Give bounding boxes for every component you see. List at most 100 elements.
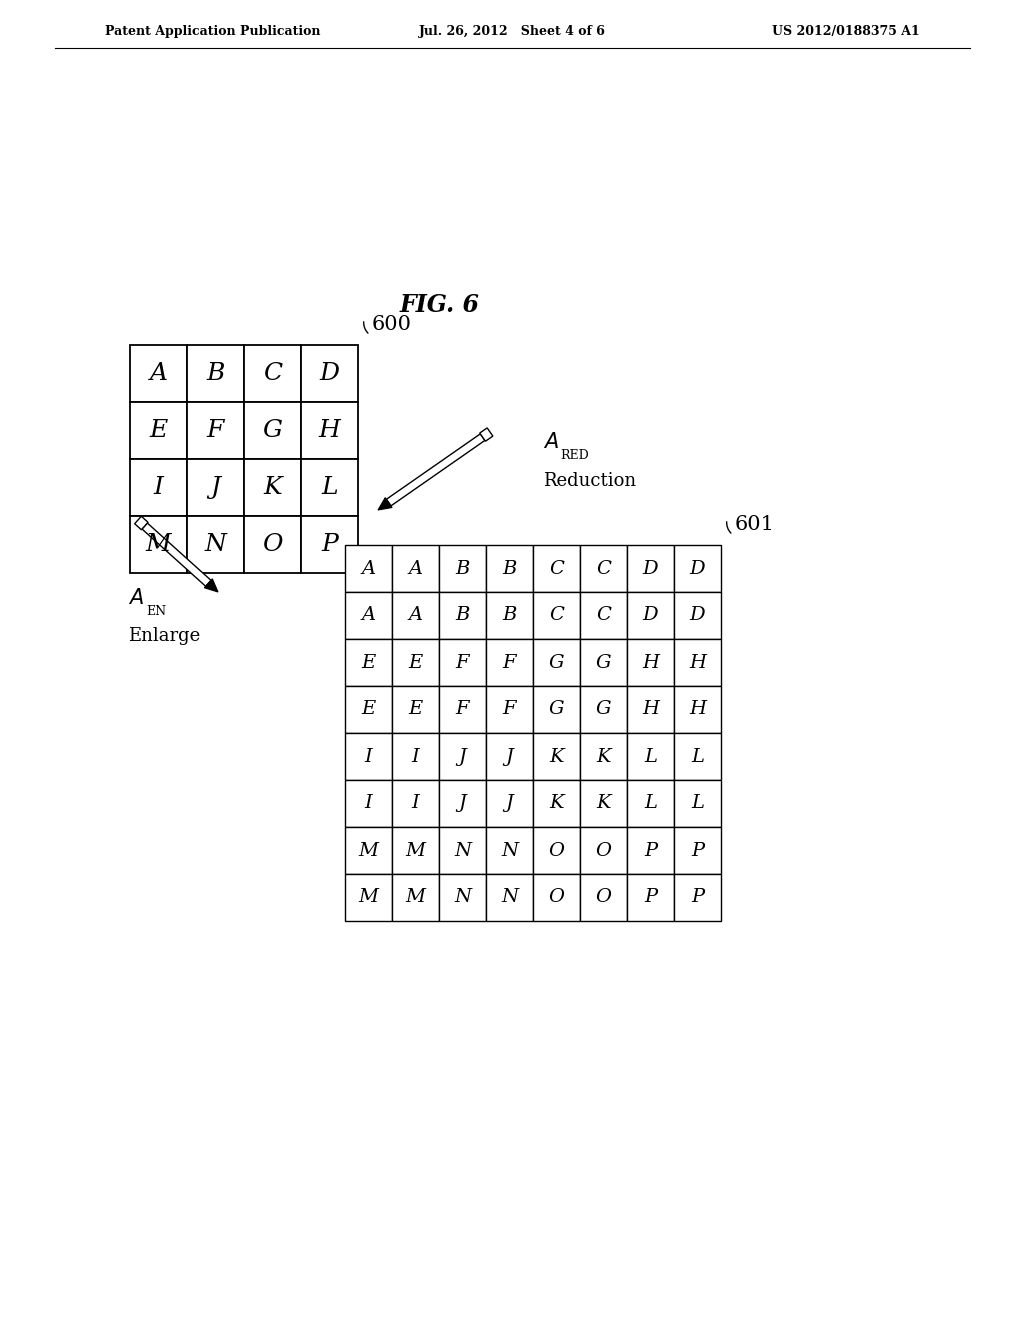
- Polygon shape: [142, 523, 211, 586]
- Text: C: C: [263, 362, 282, 385]
- Bar: [580, 733, 627, 780]
- Text: US 2012/0188375 A1: US 2012/0188375 A1: [772, 25, 920, 38]
- Bar: [187, 459, 244, 516]
- Text: O: O: [549, 842, 564, 859]
- Text: F: F: [207, 418, 224, 442]
- Text: L: L: [691, 747, 705, 766]
- Text: Patent Application Publication: Patent Application Publication: [105, 25, 321, 38]
- Bar: [187, 516, 244, 573]
- Bar: [580, 828, 627, 874]
- Text: P: P: [644, 842, 657, 859]
- Bar: [627, 545, 674, 591]
- Text: H: H: [689, 653, 706, 672]
- Text: N: N: [454, 888, 471, 907]
- Text: G: G: [596, 653, 611, 672]
- Text: B: B: [456, 606, 470, 624]
- Text: I: I: [365, 795, 373, 813]
- Text: D: D: [319, 362, 340, 385]
- Bar: [392, 545, 439, 591]
- Bar: [439, 591, 486, 639]
- Bar: [627, 780, 674, 828]
- Bar: [439, 874, 486, 921]
- Bar: [439, 733, 486, 780]
- Text: I: I: [365, 747, 373, 766]
- Bar: [580, 686, 627, 733]
- Bar: [674, 545, 721, 591]
- Text: E: E: [409, 653, 423, 672]
- Text: K: K: [549, 747, 564, 766]
- Bar: [345, 828, 392, 874]
- Bar: [244, 403, 301, 459]
- Text: G: G: [262, 418, 283, 442]
- Bar: [627, 828, 674, 874]
- Text: G: G: [549, 653, 564, 672]
- Bar: [130, 459, 187, 516]
- Bar: [392, 874, 439, 921]
- Bar: [244, 345, 301, 403]
- Text: O: O: [596, 888, 611, 907]
- Bar: [301, 459, 358, 516]
- Text: B: B: [456, 560, 470, 578]
- Text: G: G: [549, 701, 564, 718]
- Text: L: L: [644, 747, 657, 766]
- Text: A: A: [409, 606, 423, 624]
- Text: B: B: [503, 560, 517, 578]
- Text: J: J: [211, 477, 220, 499]
- Bar: [345, 733, 392, 780]
- Bar: [392, 828, 439, 874]
- Bar: [580, 874, 627, 921]
- Bar: [392, 733, 439, 780]
- Bar: [580, 591, 627, 639]
- Bar: [534, 828, 580, 874]
- Bar: [674, 828, 721, 874]
- Bar: [130, 403, 187, 459]
- Bar: [187, 403, 244, 459]
- Text: D: D: [643, 606, 658, 624]
- Polygon shape: [480, 428, 493, 441]
- Text: H: H: [642, 653, 659, 672]
- Bar: [392, 639, 439, 686]
- Bar: [439, 639, 486, 686]
- Text: K: K: [549, 795, 564, 813]
- Text: M: M: [358, 888, 379, 907]
- Text: M: M: [406, 888, 426, 907]
- Text: M: M: [358, 842, 379, 859]
- Text: Enlarge: Enlarge: [128, 627, 201, 645]
- Text: K: K: [596, 747, 610, 766]
- Text: C: C: [549, 606, 564, 624]
- Bar: [486, 686, 534, 733]
- Bar: [674, 733, 721, 780]
- Text: F: F: [456, 653, 469, 672]
- Text: I: I: [154, 477, 164, 499]
- Text: H: H: [689, 701, 706, 718]
- Bar: [345, 686, 392, 733]
- Text: L: L: [691, 795, 705, 813]
- Text: A: A: [150, 362, 168, 385]
- Bar: [534, 733, 580, 780]
- Text: B: B: [206, 362, 224, 385]
- Text: H: H: [318, 418, 340, 442]
- Bar: [130, 516, 187, 573]
- Text: P: P: [322, 533, 338, 556]
- Text: L: L: [644, 795, 657, 813]
- Text: N: N: [454, 842, 471, 859]
- Text: D: D: [690, 560, 706, 578]
- Polygon shape: [134, 516, 148, 529]
- Bar: [534, 639, 580, 686]
- Text: $\mathit{A}$: $\mathit{A}$: [128, 587, 144, 609]
- Text: J: J: [506, 747, 513, 766]
- Bar: [345, 639, 392, 686]
- Bar: [130, 345, 187, 403]
- Text: K: K: [596, 795, 610, 813]
- Bar: [345, 874, 392, 921]
- Text: J: J: [459, 795, 467, 813]
- Text: N: N: [501, 888, 518, 907]
- Text: B: B: [503, 606, 517, 624]
- Text: O: O: [262, 533, 283, 556]
- Text: H: H: [642, 701, 659, 718]
- Text: A: A: [361, 560, 376, 578]
- Text: N: N: [501, 842, 518, 859]
- Bar: [580, 639, 627, 686]
- Bar: [187, 345, 244, 403]
- Text: Jul. 26, 2012   Sheet 4 of 6: Jul. 26, 2012 Sheet 4 of 6: [419, 25, 605, 38]
